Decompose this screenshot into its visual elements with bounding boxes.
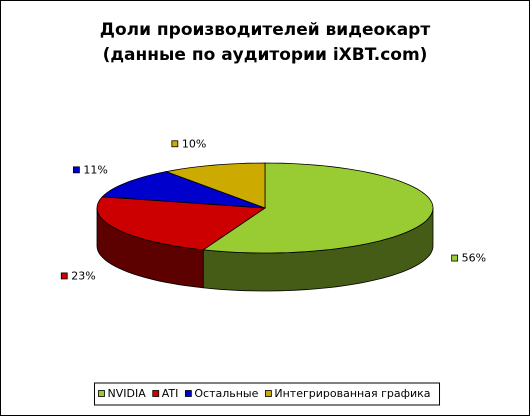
legend-key bbox=[152, 390, 160, 397]
slice bbox=[96, 196, 267, 251]
data-label-key bbox=[171, 140, 179, 148]
data-label: 10% bbox=[171, 137, 206, 150]
legend-label: NVIDIA bbox=[107, 387, 146, 400]
data-label: 11% bbox=[73, 163, 108, 176]
slice bbox=[101, 171, 266, 209]
legend-label: Остальные bbox=[194, 387, 258, 400]
data-label-key bbox=[73, 166, 80, 174]
data-label-text: 23% bbox=[71, 269, 95, 282]
data-label-key bbox=[60, 272, 68, 280]
data-label-key bbox=[451, 254, 459, 262]
data-label: 23% bbox=[60, 269, 96, 282]
legend-key bbox=[264, 390, 272, 397]
slice bbox=[202, 162, 434, 254]
chart-subtitle: (данные по аудитории iXBT.com) bbox=[103, 45, 428, 65]
data-label-text: 56% bbox=[462, 252, 486, 265]
data-label: 56% bbox=[451, 252, 486, 265]
data-label-text: 11% bbox=[83, 163, 107, 176]
legend-label: Интегрированная графика bbox=[274, 387, 430, 400]
data-label-text: 10% bbox=[182, 137, 206, 150]
legend-key bbox=[98, 390, 105, 397]
legend-key bbox=[184, 390, 192, 397]
chart-title: Доли производителей видеокарт bbox=[100, 20, 431, 40]
slice bbox=[164, 162, 266, 209]
legend-label: ATI bbox=[162, 387, 179, 400]
